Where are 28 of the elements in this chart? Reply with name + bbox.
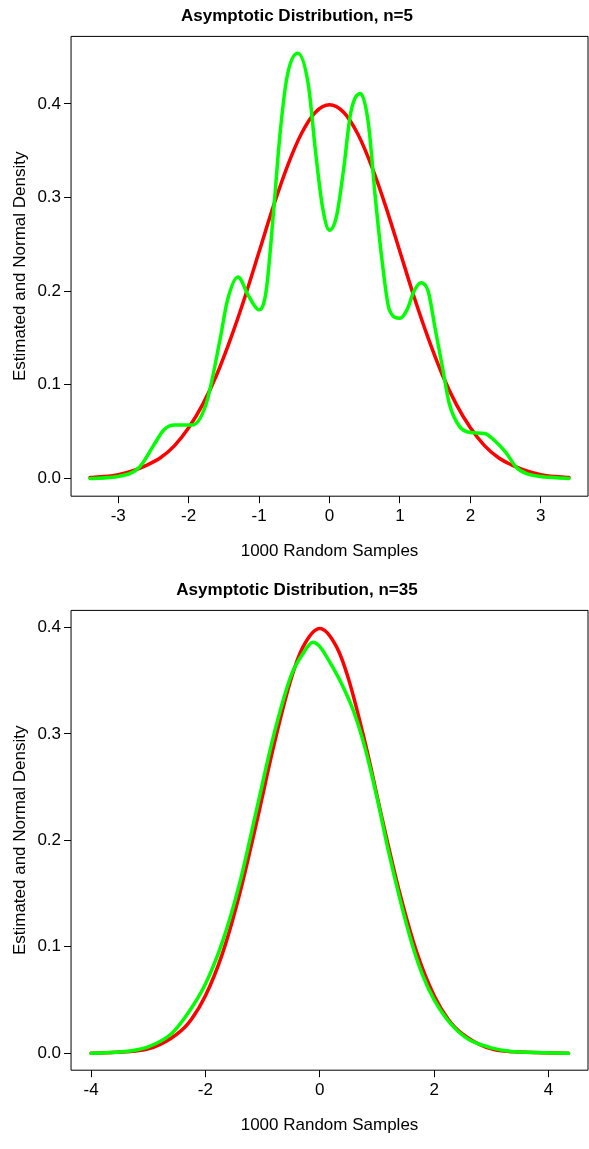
- x-tick-label: -4: [83, 1080, 99, 1100]
- y-axis-title: Estimated and Normal Density: [9, 725, 29, 956]
- x-tick-label: 1: [395, 506, 405, 526]
- y-tick-label: 0.2: [37, 829, 62, 849]
- y-tick-label: 0.1: [37, 374, 62, 394]
- x-tick-label: -1: [251, 506, 267, 526]
- x-tick-label: 2: [429, 1080, 439, 1100]
- x-tick-label: 3: [536, 506, 546, 526]
- x-tick-label: 0: [315, 1080, 325, 1100]
- y-tick-label: 0.1: [37, 936, 62, 956]
- y-tick-label: 0.3: [37, 723, 62, 743]
- chart-title: Asymptotic Distribution, n=35: [176, 579, 418, 599]
- x-tick-label: 0: [324, 506, 335, 526]
- chart-title: Asymptotic Distribution, n=5: [181, 5, 413, 25]
- y-tick-label: 0.0: [37, 468, 62, 488]
- y-tick-label: 0.0: [37, 1042, 62, 1062]
- x-tick-label: -2: [197, 1080, 213, 1100]
- x-axis-title: 1000 Random Samples: [240, 1115, 419, 1135]
- x-tick-label: -2: [181, 506, 197, 526]
- y-tick-label: 0.2: [37, 280, 62, 300]
- x-axis-title: 1000 Random Samples: [240, 541, 419, 561]
- x-tick-label: 4: [543, 1080, 554, 1100]
- y-tick-label: 0.3: [37, 187, 62, 207]
- y-tick-label: 0.4: [37, 93, 62, 113]
- y-tick-label: 0.4: [37, 617, 62, 637]
- y-axis-title: Estimated and Normal Density: [9, 151, 29, 382]
- x-tick-label: -3: [110, 506, 126, 526]
- x-tick-label: 2: [465, 506, 476, 526]
